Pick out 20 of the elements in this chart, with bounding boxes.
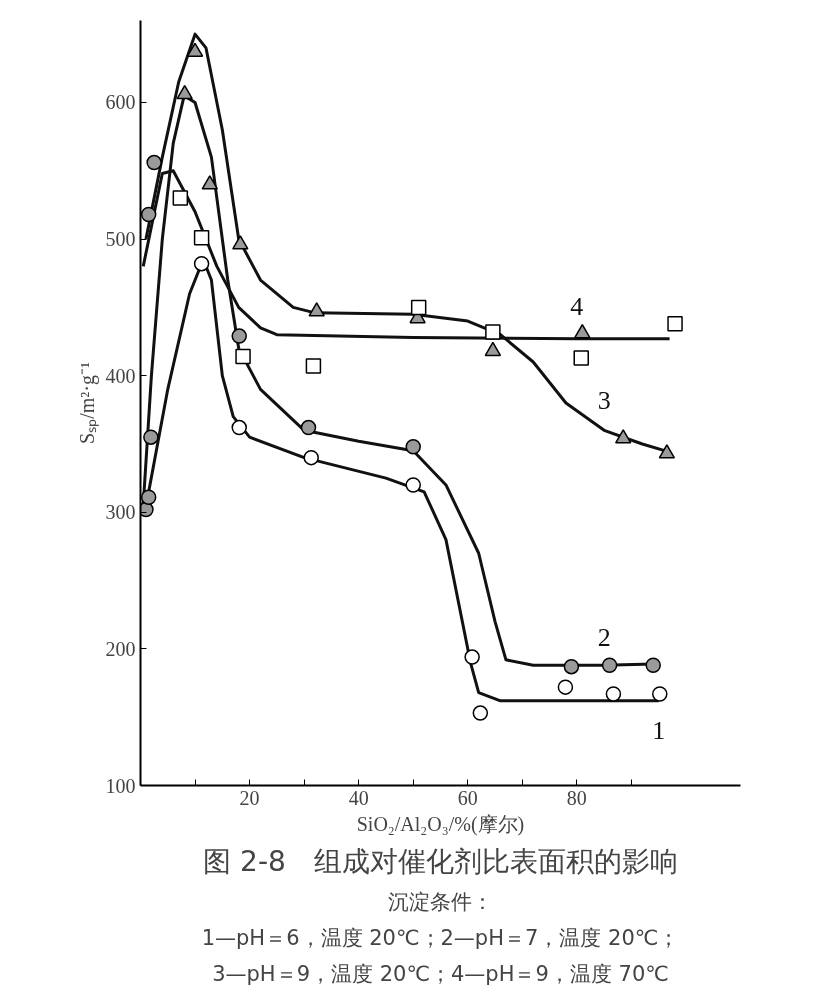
x-tick-label: 80 [566, 786, 587, 809]
text: 图 2-8 组成对催化剂比表面积的影响 [203, 844, 678, 878]
x-tick-label: 40 [348, 786, 369, 809]
series-label: 3 [597, 385, 611, 415]
y-tick-label: 400 [105, 364, 136, 387]
series-label: 1 [652, 716, 666, 746]
y-axis-title: Sₛₚ/m²·g⁻¹ [75, 362, 99, 444]
y-tick-label: 300 [105, 501, 136, 524]
text: 1—pH＝6，温度 20℃；2—pH＝7，温度 20℃； [201, 925, 680, 950]
x-axis-title: SiO₂/Al₂O₃/%(摩尔) [356, 812, 525, 836]
series-label: 2 [597, 622, 611, 652]
x-tick-label: 20 [239, 786, 260, 809]
y-tick-label: 200 [105, 637, 136, 660]
x-tick-label: 60 [457, 786, 478, 809]
text: 沉淀条件： [388, 889, 493, 914]
y-tick-label: 500 [105, 228, 136, 251]
series-label: 4 [570, 292, 584, 322]
y-tick-label: 600 [105, 91, 136, 114]
y-tick-label: 100 [105, 774, 136, 797]
text: 3—pH＝9，温度 20℃；4—pH＝9，温度 70℃ [212, 961, 669, 986]
